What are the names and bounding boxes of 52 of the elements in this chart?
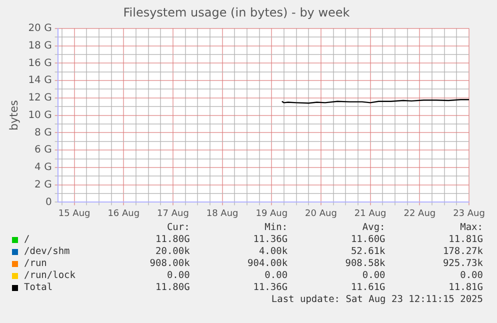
y-axis-title: bytes: [7, 100, 20, 130]
text: Max:: [459, 222, 483, 234]
y-tick-label: 2 G: [34, 179, 52, 190]
text: 11.60G: [350, 234, 386, 246]
x-tick-label: 15 Aug: [58, 208, 90, 219]
y-tick-label: 16 G: [28, 58, 52, 69]
text: 52.61k: [350, 246, 386, 258]
legend-label: Total: [24, 282, 53, 294]
y-tick-label: 10 G: [28, 110, 52, 121]
x-tick-label: 21 Aug: [354, 208, 386, 219]
text: Avg:: [361, 222, 386, 234]
text: Min:: [264, 222, 288, 234]
text: 904.00k: [246, 258, 288, 270]
y-tick-label: 14 G: [28, 75, 52, 86]
legend-label: /dev/shm: [24, 246, 70, 258]
legend-label: /run/lock: [24, 270, 76, 282]
text: 11.36G: [252, 282, 288, 294]
text: 0.00: [264, 270, 288, 282]
text: 4.00k: [258, 246, 288, 258]
text: 908.00k: [148, 258, 190, 270]
text: 11.36G: [252, 234, 288, 246]
y-tick-label: 6 G: [34, 144, 52, 156]
text: 178.27k: [442, 246, 483, 258]
x-tick-label: 20 Aug: [305, 208, 337, 219]
x-tick-label: 18 Aug: [206, 208, 238, 219]
text: 925.73k: [442, 258, 483, 270]
y-tick-label: 4 G: [34, 162, 52, 174]
x-tick-label: 19 Aug: [256, 208, 288, 219]
text: 11.80G: [154, 234, 190, 246]
text: 0.00: [459, 270, 483, 282]
x-tick-label: 23 Aug: [453, 208, 485, 219]
text: 908.58k: [344, 258, 386, 270]
y-tick-label: 8 G: [34, 127, 52, 138]
y-tick-label: 12 G: [28, 92, 52, 104]
x-tick-label: 17 Aug: [157, 208, 189, 219]
text: 11.80G: [154, 282, 190, 294]
text: 20.00k: [154, 246, 190, 258]
text: 11.81G: [448, 234, 483, 246]
y-tick-label: 18 G: [28, 40, 52, 52]
legend-label: /: [24, 234, 30, 246]
y-tick-label: 0: [45, 196, 52, 208]
x-tick-label: 16 Aug: [108, 208, 140, 219]
y-tick-label: 20 G: [28, 22, 52, 34]
text: 0.00: [166, 270, 190, 282]
text: 11.61G: [350, 282, 386, 294]
text: 11.81G: [448, 282, 483, 294]
x-tick-label: 22 Aug: [404, 208, 436, 219]
chart-title: Filesystem usage (in bytes) - by week: [123, 5, 350, 20]
text: Cur:: [166, 222, 190, 234]
text: 0.00: [361, 270, 386, 282]
legend-label: /run: [24, 258, 47, 270]
text: Last update: Sat Aug 23 12:11:15 2025: [270, 294, 483, 306]
